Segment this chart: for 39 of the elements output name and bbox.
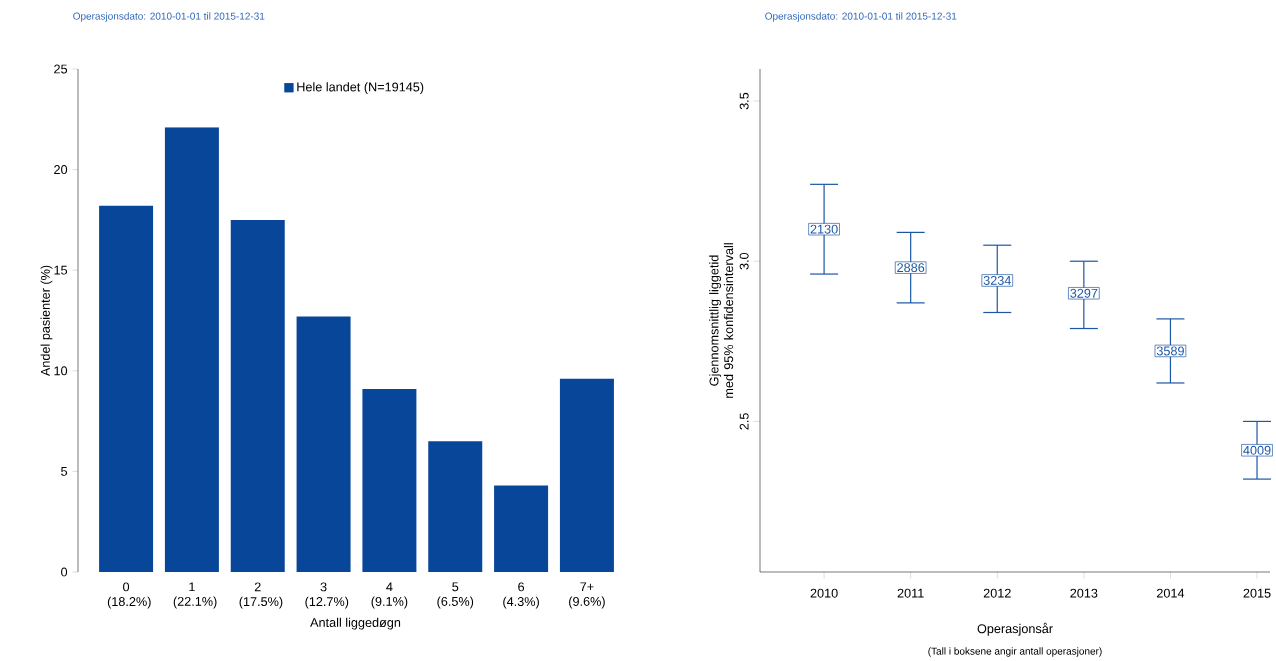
x-axis-title: Operasjonsår bbox=[977, 622, 1053, 636]
x-tick-label: 0 (18.2%) bbox=[107, 582, 151, 609]
y-tick-label: 15 bbox=[54, 265, 68, 275]
bar bbox=[362, 388, 417, 572]
y-tick-label: 5 bbox=[61, 466, 68, 476]
y-tick-label: 0 bbox=[61, 567, 68, 577]
bar bbox=[230, 219, 285, 572]
x-tick-label: 6 (4.3%) bbox=[503, 582, 539, 609]
y-tick-label: 10 bbox=[54, 366, 68, 376]
y-axis-title: Gjennomsnittlig liggetid med 95% konfidensintervall bbox=[709, 243, 734, 398]
bar bbox=[164, 127, 219, 572]
x-tick-label: 2 (17.5%) bbox=[239, 582, 283, 609]
x-tick-label: 2014 bbox=[1156, 588, 1185, 598]
chart-title: Operasjonsdato: 2010-01-01 til 2015-12-31 bbox=[73, 12, 265, 22]
bar bbox=[494, 485, 549, 572]
bar bbox=[99, 205, 154, 572]
bar bbox=[428, 441, 483, 572]
bar bbox=[296, 316, 351, 572]
x-tick-label: 3 (12.7%) bbox=[305, 582, 349, 609]
x-tick-label: 2011 bbox=[897, 588, 924, 598]
x-tick-label: 4 (9.1%) bbox=[371, 582, 408, 609]
x-tick-label: 1 (22.1%) bbox=[173, 582, 217, 609]
x-tick-label: 2012 bbox=[983, 588, 1011, 598]
y-tick-label: 2.5 bbox=[739, 413, 749, 430]
x-axis-title: Antall liggedøgn bbox=[310, 617, 401, 630]
y-tick-label: 20 bbox=[54, 165, 68, 175]
y-tick-label: 3.0 bbox=[739, 252, 749, 270]
x-tick-label: 7+ (9.6%) bbox=[569, 582, 605, 609]
text: (Tall i boksene angir antall operasjoner) bbox=[928, 647, 1102, 657]
bar bbox=[559, 378, 614, 572]
x-tick-label: 2015 bbox=[1243, 588, 1271, 598]
y-axis-title: Andel pasienter (%) bbox=[40, 265, 53, 377]
legend-label: Hele landet (N=19145) bbox=[297, 82, 424, 94]
x-tick-label: 2013 bbox=[1070, 588, 1098, 598]
chart-title: Operasjonsdato: 2010-01-01 til 2015-12-31 bbox=[765, 12, 957, 22]
x-tick-label: 5 (6.5%) bbox=[437, 582, 474, 609]
y-tick-label: 3.5 bbox=[739, 92, 749, 110]
y-tick-label: 25 bbox=[54, 64, 68, 74]
x-tick-label: 2010 bbox=[810, 588, 838, 598]
